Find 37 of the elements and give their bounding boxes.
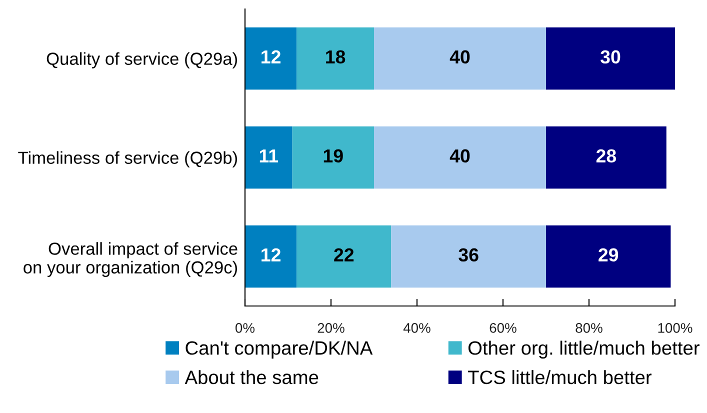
y-tick-label: Timeliness of service (Q29b) (18, 151, 237, 168)
bar (374, 27, 546, 90)
data-label: 40 (450, 149, 470, 163)
bar (391, 225, 546, 288)
bar (546, 225, 671, 288)
bar (245, 126, 292, 189)
bar (292, 126, 374, 189)
data-label: 11 (260, 149, 278, 162)
bar (546, 126, 666, 189)
legend-label: Can't compare/DK/NA (186, 340, 373, 359)
bar (374, 126, 546, 189)
data-label: 30 (600, 50, 620, 64)
data-label: 29 (598, 248, 618, 262)
bar (245, 225, 297, 288)
data-label: 12 (262, 248, 280, 262)
x-tick-label: 20% (318, 323, 344, 333)
data-label: 28 (596, 149, 616, 163)
data-label: 18 (326, 50, 346, 64)
x-tick-label: 80% (576, 323, 602, 333)
bar (296, 27, 374, 90)
x-tick-label: 60% (490, 323, 516, 333)
legend-label: About the same (184, 370, 318, 384)
bar (546, 27, 675, 90)
x-tick-label: 100% (658, 323, 692, 333)
data-label: 40 (450, 50, 470, 64)
bar (245, 27, 297, 90)
data-label: 22 (334, 248, 354, 262)
legend-label: Other org. little/much better (468, 340, 700, 359)
legend-label: TCS little/much better (468, 370, 652, 384)
x-tick-label: 40% (403, 323, 430, 333)
bar (296, 225, 392, 288)
y-tick-label: Overall impact of service on your organization (Q29c) (24, 242, 238, 277)
y-tick-label: Quality of service (Q29a) (46, 52, 237, 68)
data-label: 19 (324, 149, 343, 163)
data-label: 36 (458, 248, 478, 262)
x-tick-label: 0% (236, 323, 255, 333)
data-label: 12 (262, 50, 280, 64)
